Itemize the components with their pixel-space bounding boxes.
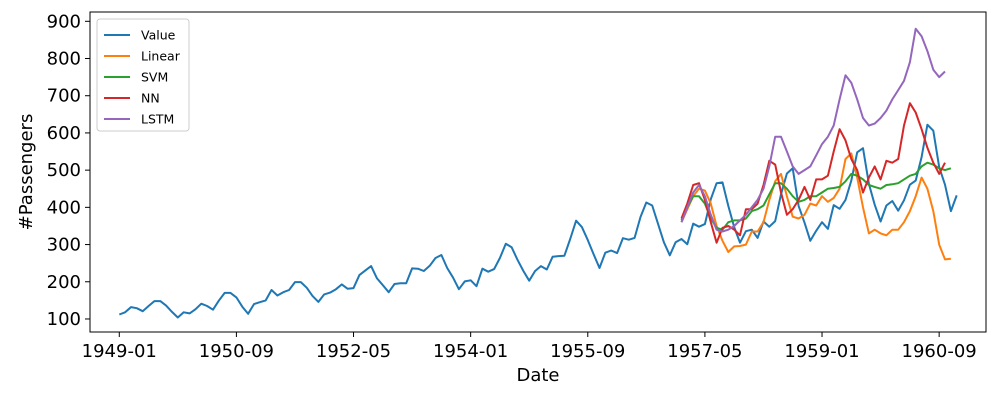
series-line-nn (680, 102, 946, 244)
series-line-svm (680, 161, 952, 231)
x-tick-label: 1952-05 (316, 341, 391, 362)
y-tick-label: 100 (47, 309, 81, 330)
legend-label-value: Value (141, 28, 176, 43)
x-tick-label: 1949-01 (82, 341, 157, 362)
y-tick-label: 300 (47, 235, 81, 256)
y-tick-label: 800 (47, 49, 81, 70)
series-layer (118, 27, 958, 319)
y-tick-label: 600 (47, 123, 81, 144)
x-tick-label: 1955-09 (550, 341, 625, 362)
y-tick-label: 500 (47, 160, 81, 181)
legend-label-linear: Linear (141, 49, 181, 64)
y-tick-label: 200 (47, 272, 81, 293)
x-axis-label: Date (516, 365, 559, 386)
x-tick-label: 1950-09 (199, 341, 274, 362)
series-line-lstm (680, 27, 946, 233)
series-line-value (118, 123, 958, 319)
plot-area (90, 12, 986, 332)
plot-frame (89, 11, 987, 333)
y-axis: 100 200 300 400 500 600 700 800 900 (47, 11, 90, 330)
legend-label-svm: SVM (141, 70, 168, 85)
x-tick-label: 1954-01 (433, 341, 508, 362)
x-tick-label: 1959-01 (784, 341, 859, 362)
legend-label-lstm: LSTM (141, 112, 174, 127)
y-tick-label: 400 (47, 197, 81, 218)
series-line-linear (680, 152, 952, 261)
x-tick-label: 1960-09 (902, 341, 977, 362)
x-tick-label: 1957-05 (667, 341, 742, 362)
legend: Value Linear SVM NN LSTM (96, 18, 190, 132)
x-axis: 1949-01 1950-09 1952-05 1954-01 1955-09 1957-… (82, 332, 977, 362)
legend-label-nn: NN (141, 91, 160, 106)
y-axis-label: #Passengers (16, 114, 37, 231)
legend-box (96, 18, 190, 132)
y-tick-label: 700 (47, 86, 81, 107)
y-tick-label: 900 (47, 11, 81, 32)
